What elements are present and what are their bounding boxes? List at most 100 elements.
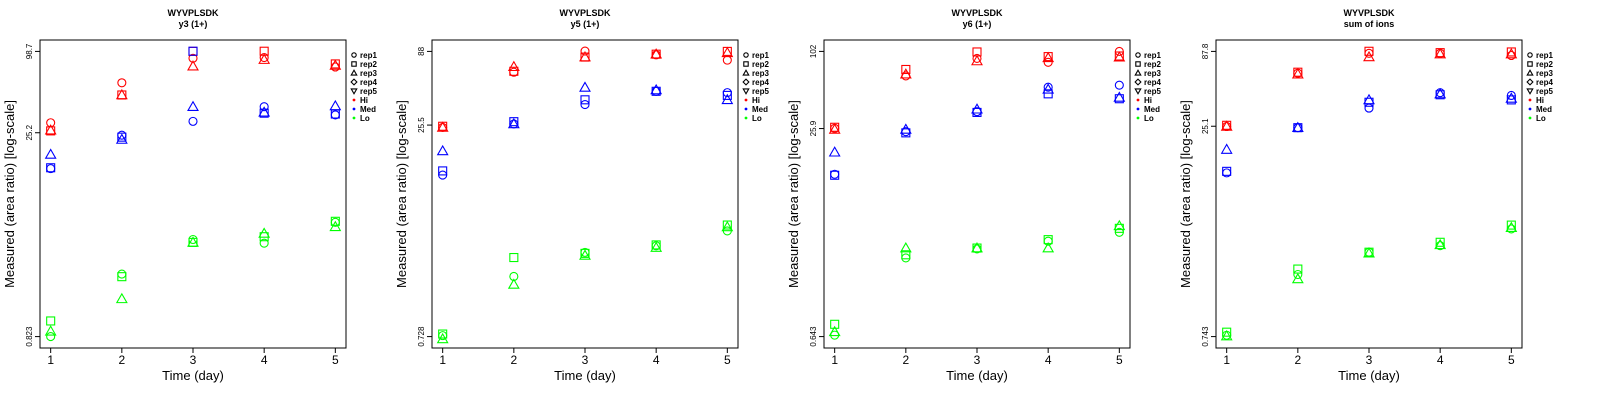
legend-lo-dot (1136, 116, 1140, 120)
data-point (1113, 91, 1126, 102)
legend-label: rep2 (1536, 60, 1553, 69)
legend-rep2-icon (1527, 61, 1533, 67)
y-tick-label: 25.5 (417, 117, 426, 133)
legend-label: rep1 (1144, 51, 1161, 60)
y-tick-label: 25.9 (809, 120, 818, 136)
data-point (1291, 272, 1304, 284)
x-tick-label: 2 (510, 353, 517, 367)
x-tick-label: 1 (1223, 353, 1230, 367)
data-point (650, 83, 663, 95)
x-tick-label: 5 (332, 353, 339, 367)
legend-rep5-icon (1134, 88, 1142, 95)
legend-rep4-icon (1134, 78, 1142, 86)
y-axis-label: Measured (area ratio) [log-scale] (394, 100, 409, 288)
data-point (1435, 237, 1445, 247)
legend-label: rep5 (752, 87, 769, 96)
data-point (330, 62, 340, 72)
data-point (579, 249, 591, 260)
legend-rep5-icon (742, 88, 750, 95)
legend-hi-dot (744, 98, 748, 102)
data-point (1042, 241, 1055, 253)
data-point (507, 117, 520, 129)
legend-label: rep5 (360, 87, 377, 96)
data-point (117, 132, 127, 142)
legend-label: Lo (752, 114, 762, 123)
legend-label: rep4 (1536, 78, 1553, 87)
legend-label: rep3 (1144, 69, 1161, 78)
legend-rep4-icon (350, 78, 358, 86)
data-point (721, 220, 734, 232)
data-point (828, 325, 841, 337)
legend-rep2-icon (1135, 61, 1141, 67)
data-point (899, 241, 912, 253)
data-point (1434, 87, 1447, 99)
legend-rep5-icon (1526, 88, 1534, 95)
data-point (436, 144, 449, 156)
data-point (828, 123, 841, 134)
data-point (507, 60, 520, 72)
y-tick-label: 0.643 (809, 326, 818, 347)
y-tick-label: 88 (417, 46, 426, 55)
legend-label: Hi (360, 96, 368, 105)
data-point (1042, 83, 1055, 94)
legend-med-dot (744, 107, 748, 111)
x-tick-label: 5 (1508, 353, 1515, 367)
data-point (44, 148, 57, 159)
legend-label: rep3 (1536, 69, 1553, 78)
legend-label: rep2 (360, 60, 377, 69)
x-tick-label: 3 (582, 353, 589, 367)
data-point (509, 66, 519, 76)
x-tick-label: 5 (1116, 353, 1123, 367)
data-point (187, 60, 199, 71)
y-axis-label: Measured (area ratio) [log-scale] (786, 100, 801, 288)
data-point (971, 103, 983, 114)
panel-subtitle: y6 (1+) (963, 19, 992, 29)
data-point (1113, 219, 1126, 231)
data-point (1363, 247, 1375, 258)
data-point (187, 236, 199, 247)
data-point (1435, 90, 1445, 100)
data-point (722, 55, 732, 65)
data-point (1364, 46, 1374, 56)
data-point (46, 316, 56, 326)
data-point (1363, 93, 1375, 105)
data-point (1506, 220, 1516, 230)
legend-lo-dot (744, 116, 748, 120)
data-point (972, 53, 982, 64)
data-point (580, 100, 590, 110)
data-point (651, 240, 661, 250)
data-point (1505, 221, 1518, 232)
legend-label: Med (752, 105, 768, 114)
data-point (1293, 269, 1303, 280)
data-point (971, 241, 983, 253)
data-point (507, 278, 520, 289)
data-point (830, 319, 840, 329)
legend-rep3-icon (742, 69, 750, 76)
x-tick-label: 4 (261, 353, 268, 367)
data-point (188, 116, 198, 126)
data-point (1222, 166, 1232, 176)
data-point (1042, 51, 1055, 63)
x-tick-label: 4 (1045, 353, 1052, 367)
legend-rep3-icon (1526, 69, 1534, 76)
y-tick-label: 102 (809, 44, 818, 58)
data-point (579, 50, 591, 62)
data-point (115, 88, 128, 100)
legend-hi-dot (1136, 98, 1140, 102)
legend-rep1-icon (351, 52, 357, 58)
legend-lo-dot (352, 116, 356, 120)
data-point (46, 163, 56, 173)
data-point (580, 46, 590, 56)
panel-subtitle: y5 (1+) (571, 19, 600, 29)
legend-rep2-icon (351, 61, 357, 67)
legend-med-dot (1136, 107, 1140, 111)
data-point (1220, 329, 1233, 341)
legend-med-dot (1528, 107, 1532, 111)
legend-label: rep1 (1536, 51, 1553, 60)
data-point (258, 106, 271, 117)
